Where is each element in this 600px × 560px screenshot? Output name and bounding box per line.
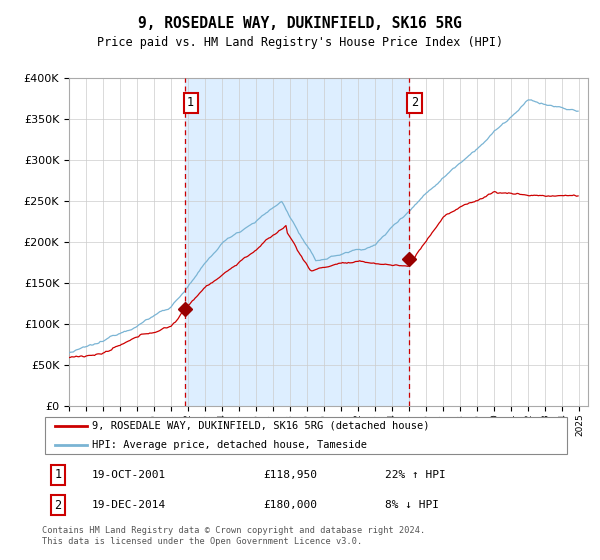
Text: HPI: Average price, detached house, Tameside: HPI: Average price, detached house, Tame… xyxy=(92,440,367,450)
Text: 2: 2 xyxy=(54,498,61,512)
Text: 22% ↑ HPI: 22% ↑ HPI xyxy=(385,470,446,480)
Text: £118,950: £118,950 xyxy=(264,470,318,480)
Text: 9, ROSEDALE WAY, DUKINFIELD, SK16 5RG (detached house): 9, ROSEDALE WAY, DUKINFIELD, SK16 5RG (d… xyxy=(92,421,430,431)
Text: 19-OCT-2001: 19-OCT-2001 xyxy=(92,470,166,480)
Text: 8% ↓ HPI: 8% ↓ HPI xyxy=(385,500,439,510)
FancyBboxPatch shape xyxy=(44,417,568,454)
Text: 1: 1 xyxy=(54,468,61,482)
Text: 1: 1 xyxy=(187,96,194,109)
Text: 2: 2 xyxy=(411,96,418,109)
Bar xyxy=(185,78,409,406)
Text: 19-DEC-2014: 19-DEC-2014 xyxy=(92,500,166,510)
Text: Price paid vs. HM Land Registry's House Price Index (HPI): Price paid vs. HM Land Registry's House … xyxy=(97,36,503,49)
Text: 9, ROSEDALE WAY, DUKINFIELD, SK16 5RG: 9, ROSEDALE WAY, DUKINFIELD, SK16 5RG xyxy=(138,16,462,31)
Text: £180,000: £180,000 xyxy=(264,500,318,510)
Text: Contains HM Land Registry data © Crown copyright and database right 2024.
This d: Contains HM Land Registry data © Crown c… xyxy=(42,526,425,546)
